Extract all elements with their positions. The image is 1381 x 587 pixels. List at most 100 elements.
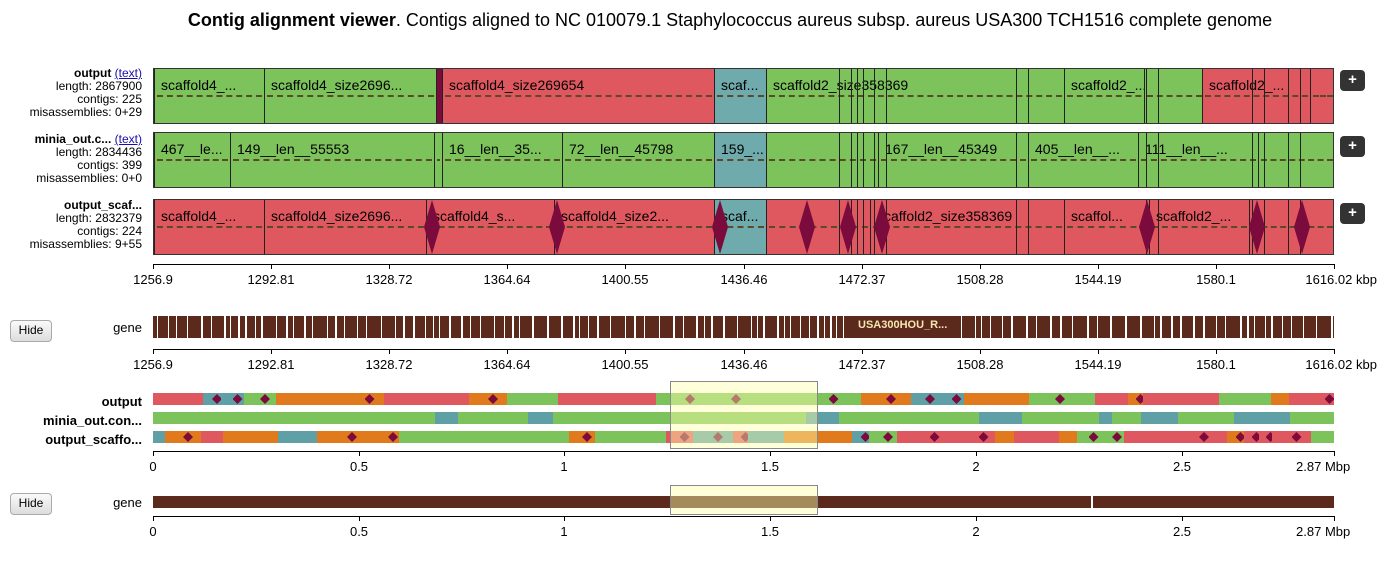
overview-segment[interactable] [1289,393,1334,405]
contig-block[interactable]: 159_... [714,133,766,187]
contig-block[interactable]: 149__len__55553 [230,133,434,187]
contig-block[interactable] [766,133,878,187]
overview-segment[interactable] [276,393,346,405]
overview-segment[interactable] [337,412,382,424]
overview-segment[interactable] [1234,412,1291,424]
overview-track-minia[interactable] [153,412,1334,424]
contig-block[interactable] [1144,69,1204,123]
contig-block[interactable] [434,133,442,187]
contig-block[interactable]: scaffold2_... [1149,200,1249,254]
overview-segment[interactable] [223,431,279,443]
overview-segment[interactable] [979,412,1023,424]
overview-segment[interactable] [620,393,657,405]
overview-segment[interactable] [411,393,470,405]
contig-block[interactable]: scaffold4_size2696... [264,200,426,254]
contig-block[interactable] [1310,69,1333,123]
overview-selection-window[interactable] [670,381,818,449]
contig-block[interactable]: 167__len__45349 [878,133,1028,187]
misassembly-marker[interactable] [1249,200,1265,254]
overview-segment[interactable] [1124,431,1172,443]
overview-track-output-scaffolds[interactable] [153,431,1334,443]
overview-segment[interactable] [1326,412,1334,424]
expand-button[interactable]: + [1340,70,1365,91]
overview-segment[interactable] [587,412,657,424]
contig-track-output-scaffolds[interactable]: scaffold4_... scaffold4_size2696... scaffo… [153,199,1334,255]
contig-track-output[interactable]: scaffold4_... scaffold4_size2696... scaffo… [153,68,1334,124]
overview-segment[interactable] [1059,431,1078,443]
overview-segment[interactable] [521,431,570,443]
overview-segment[interactable] [1014,431,1060,443]
overview-segment[interactable] [1099,412,1113,424]
contig-block[interactable]: 467__le... [154,133,230,187]
overview-segment[interactable] [1178,412,1235,424]
overview-segment[interactable] [381,412,436,424]
overview-segment[interactable] [964,393,1030,405]
misassembly-marker[interactable] [874,200,890,254]
contig-block[interactable] [1258,133,1333,187]
misassembly-marker[interactable] [424,200,440,254]
contig-block[interactable]: scaffold2_... [1202,69,1310,123]
gene-overview-selection-window[interactable] [670,485,818,515]
overview-segment[interactable] [245,412,276,424]
overview-segment[interactable] [153,393,204,405]
contig-block[interactable]: scaffold4_... [154,69,264,123]
expand-button[interactable]: + [1340,203,1365,224]
overview-segment[interactable] [153,412,185,424]
overview-segment[interactable] [1112,412,1142,424]
overview-segment[interactable] [839,412,906,424]
contig-block[interactable]: scaf... [714,69,766,123]
overview-segment[interactable] [1143,393,1190,405]
misassembly-marker[interactable] [799,200,815,254]
contig-block[interactable]: scaffold2_size358369 [870,200,1064,254]
contig-block[interactable]: scaf... [714,200,766,254]
overview-segment[interactable] [595,431,667,443]
overview-segment[interactable] [1095,393,1129,405]
overview-segment[interactable] [528,412,554,424]
contig-block[interactable]: scaffold4_s... [426,200,554,254]
overview-segment[interactable] [1081,393,1096,405]
overview-segment[interactable] [507,393,559,405]
overview-segment[interactable] [1022,412,1084,424]
overview-segment[interactable] [1083,412,1100,424]
misassembly-marker[interactable] [1294,200,1310,254]
overview-segment[interactable] [1271,393,1290,405]
contig-block[interactable]: 111__len__... [1138,133,1258,187]
hide-gene-button[interactable]: Hide [10,320,52,342]
overview-segment[interactable] [275,412,299,424]
gene-annotation[interactable]: USA300HOU_R... [858,319,948,331]
overview-segment[interactable] [278,431,318,443]
contig-block[interactable]: scaffold4_size269654 [442,69,714,123]
gene-overview-track[interactable] [153,496,1334,508]
text-link[interactable]: (text) [114,66,142,80]
contig-block[interactable]: scaffol... [1064,200,1149,254]
misassembly-marker[interactable] [549,200,565,254]
overview-segment[interactable] [184,412,246,424]
hide-gene-overview-button[interactable]: Hide [10,493,52,515]
overview-segment[interactable] [201,431,224,443]
overview-segment[interactable] [399,431,471,443]
overview-segment[interactable] [1219,393,1272,405]
overview-segment[interactable] [470,431,522,443]
contig-block[interactable] [766,200,870,254]
text-link[interactable]: (text) [114,132,142,146]
overview-segment[interactable] [384,393,412,405]
overview-segment[interactable] [553,412,588,424]
overview-segment[interactable] [995,431,1015,443]
overview-segment[interactable] [918,412,980,424]
misassembly-marker[interactable] [712,200,728,254]
overview-segment[interactable] [1189,393,1220,405]
overview-segment[interactable] [458,412,529,424]
contig-track-minia[interactable]: 467__le... 149__len__55553 16__len__35... 7… [153,132,1334,188]
expand-button[interactable]: + [1340,136,1365,157]
contig-block[interactable]: scaffold4_... [154,200,264,254]
overview-segment[interactable] [435,412,459,424]
misassembly-marker[interactable] [1139,200,1155,254]
contig-block[interactable]: scaffold4_size2696... [264,69,436,123]
contig-block[interactable]: 405__len__... [1028,133,1138,187]
contig-block[interactable]: scaffold2_size358369 [766,69,1064,123]
overview-segment[interactable] [1290,412,1315,424]
contig-block[interactable]: 72__len__45798 [562,133,714,187]
contig-block[interactable] [436,69,442,123]
overview-track-output[interactable] [153,393,1334,405]
misassembly-marker[interactable] [840,200,856,254]
